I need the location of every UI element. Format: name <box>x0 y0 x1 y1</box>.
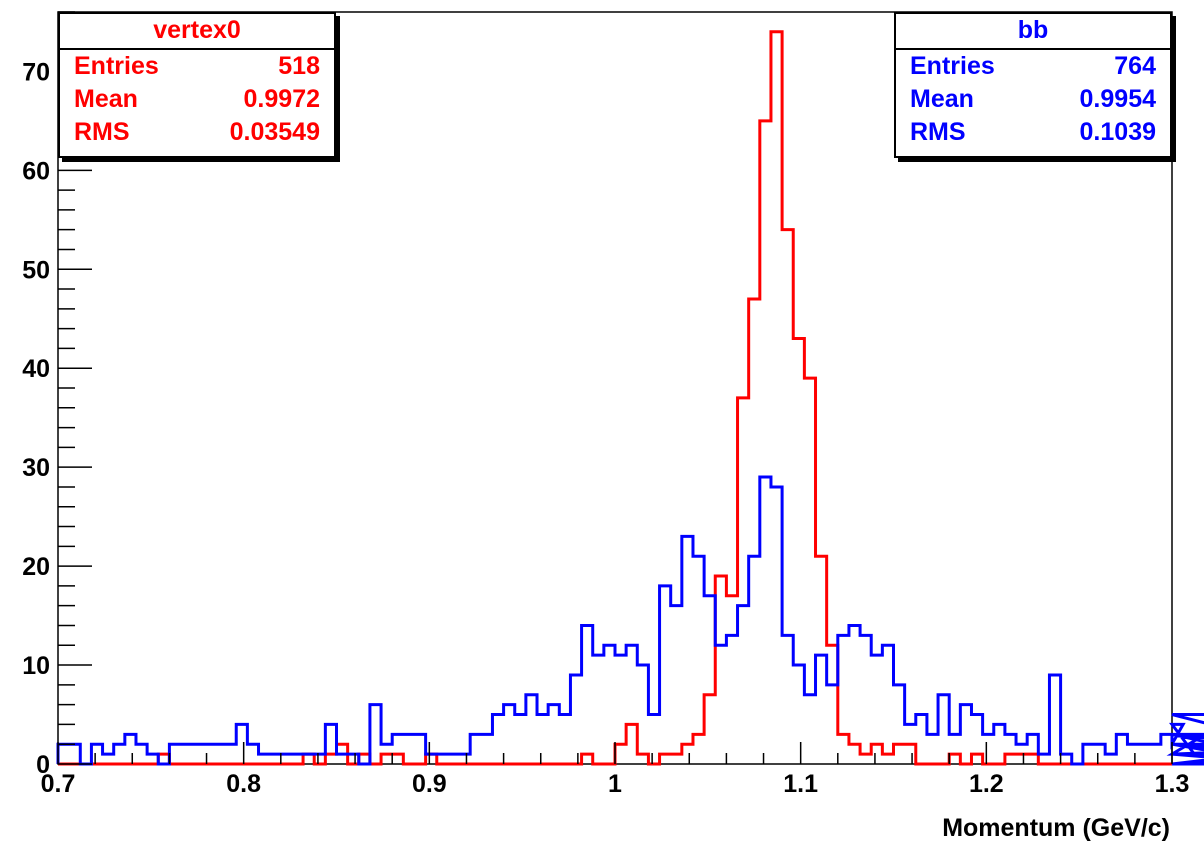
stats-value: 518 <box>278 52 320 80</box>
stats-box-bb: bb Entries 764 Mean 0.9954 RMS 0.1039 <box>894 12 1172 158</box>
series-layer <box>56 30 1204 766</box>
stats-value: 0.9972 <box>243 85 320 113</box>
x-axis: 0.7 0.8 0.9 1 1.1 1.2 1.3 <box>41 742 1190 798</box>
series-line-vertex0 <box>58 30 1204 766</box>
stats-value: 764 <box>1114 52 1156 80</box>
x-tick-label: 1.3 <box>1155 770 1190 798</box>
stats-value: 0.1039 <box>1079 118 1156 146</box>
x-tick-label: 0.9 <box>412 770 447 798</box>
x-tick-label: 0.7 <box>41 770 76 798</box>
x-tick-label: 1.1 <box>783 770 818 798</box>
stats-label: RMS <box>910 118 966 146</box>
stats-label: RMS <box>74 118 130 146</box>
stats-title-bb: bb <box>896 14 1170 50</box>
x-tick-label: 1.2 <box>969 770 1004 798</box>
stats-row-entries: Entries 518 <box>60 50 334 83</box>
y-tick-label: 40 <box>22 355 50 383</box>
y-tick-label: 30 <box>22 454 50 482</box>
stats-box-vertex0: vertex0 Entries 518 Mean 0.9972 RMS 0.03… <box>58 12 336 158</box>
y-tick-label: 20 <box>22 553 50 581</box>
x-axis-title: Momentum (GeV/c) <box>942 814 1170 842</box>
y-tick-label: 70 <box>22 58 50 86</box>
y-tick-label: 50 <box>22 256 50 284</box>
series-line-bb <box>56 475 1204 766</box>
y-tick-label: 60 <box>22 157 50 185</box>
y-axis: 0 10 20 30 40 50 60 70 <box>22 11 92 779</box>
stats-label: Mean <box>910 85 974 113</box>
stats-label: Mean <box>74 85 138 113</box>
stats-row-mean: Mean 0.9954 <box>896 83 1170 116</box>
stats-title-vertex0: vertex0 <box>60 14 334 50</box>
y-tick-label: 0 <box>36 751 50 779</box>
x-tick-label: 1 <box>608 770 622 798</box>
stats-row-rms: RMS 0.1039 <box>896 116 1170 149</box>
x-tick-label: 0.8 <box>226 770 261 798</box>
y-tick-label: 10 <box>22 652 50 680</box>
stats-label: Entries <box>910 52 995 80</box>
stats-row-rms: RMS 0.03549 <box>60 116 334 149</box>
stats-value: 0.9954 <box>1079 85 1156 113</box>
stats-value: 0.03549 <box>229 118 320 146</box>
stats-row-entries: Entries 764 <box>896 50 1170 83</box>
stats-row-mean: Mean 0.9972 <box>60 83 334 116</box>
stats-label: Entries <box>74 52 159 80</box>
